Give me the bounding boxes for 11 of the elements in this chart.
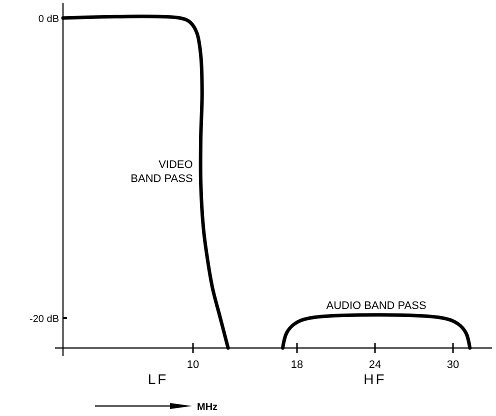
y-tick-label: -20 dB	[30, 314, 60, 325]
text: LF	[148, 371, 168, 387]
text: HF	[364, 371, 386, 387]
series-label: AUDIO BAND PASS	[326, 300, 426, 312]
y-tick-label: 0 dB	[38, 14, 60, 25]
x-tick-label: 24	[368, 359, 382, 371]
x-tick-label: 18	[290, 359, 304, 371]
x-tick-label: 30	[446, 359, 460, 371]
x-axis-title: MHz	[197, 402, 218, 413]
series-label: VIDEO BAND PASS	[130, 159, 194, 185]
x-tick-label: 10	[186, 359, 200, 371]
